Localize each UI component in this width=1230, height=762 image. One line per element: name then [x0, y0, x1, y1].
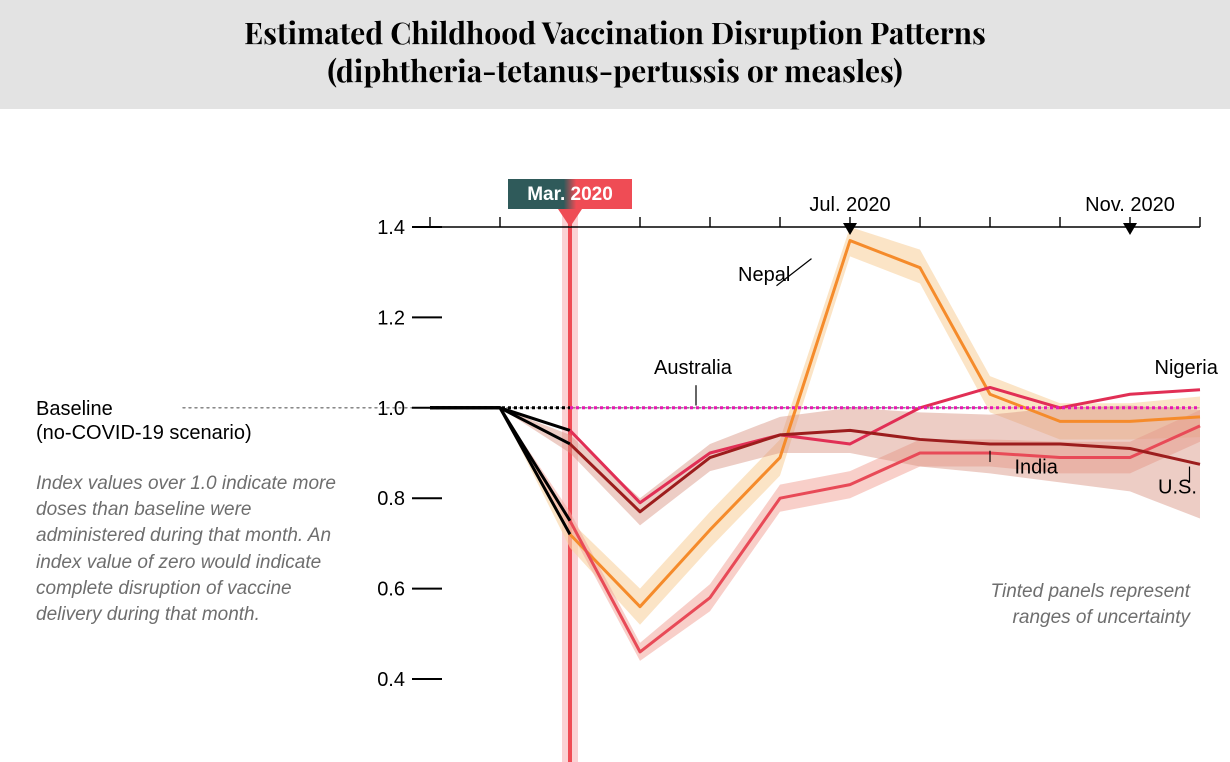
chart-title: Estimated Childhood Vaccination Disrupti… — [0, 14, 1230, 89]
chart-header: Estimated Childhood Vaccination Disrupti… — [0, 0, 1230, 109]
explain-text: Index values over 1.0 indicate more dose… — [36, 471, 346, 628]
uncertainty-caption: Tinted panels represent ranges of uncert… — [930, 579, 1190, 630]
baseline-text-2: (no-COVID-19 scenario) — [36, 422, 252, 444]
svg-text:0.6: 0.6 — [377, 579, 405, 601]
svg-text:Jul. 2020: Jul. 2020 — [809, 194, 890, 216]
svg-text:1.4: 1.4 — [377, 217, 405, 239]
svg-text:India: India — [1015, 456, 1059, 478]
svg-text:1.2: 1.2 — [377, 307, 405, 329]
svg-text:U.S.: U.S. — [1158, 477, 1197, 499]
svg-text:0.8: 0.8 — [377, 488, 405, 510]
title-line-2: (diphtheria-tetanus-pertussis or measles… — [327, 50, 902, 90]
svg-text:Nigeria: Nigeria — [1155, 357, 1219, 379]
baseline-label: Baseline (no-COVID-19 scenario) — [36, 397, 252, 445]
title-line-1: Estimated Childhood Vaccination Disrupti… — [244, 12, 986, 52]
svg-text:Mar. 2020: Mar. 2020 — [527, 184, 613, 205]
chart-canvas: 0.4 0.6 0.8 1.0 1.2 1.4 Jul. 2020 Nov. 2020 Mar.… — [0, 109, 1230, 762]
svg-text:Nov. 2020: Nov. 2020 — [1085, 194, 1175, 216]
svg-text:Nepal: Nepal — [738, 264, 790, 286]
svg-text:0.4: 0.4 — [377, 669, 405, 691]
svg-text:1.0: 1.0 — [377, 398, 405, 420]
baseline-text-1: Baseline — [36, 398, 113, 420]
svg-text:Australia: Australia — [654, 357, 733, 379]
